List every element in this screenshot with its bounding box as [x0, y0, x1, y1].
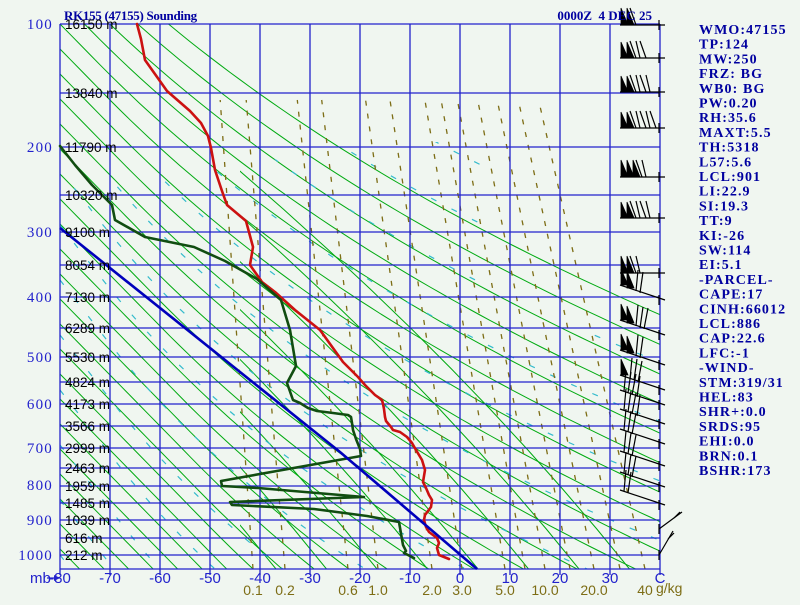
svg-text:SW:114: SW:114: [699, 244, 752, 259]
svg-text:1039 m: 1039 m: [65, 513, 110, 528]
svg-text:30: 30: [602, 570, 619, 587]
svg-text:0000Z 4 DEC 25: 0000Z 4 DEC 25: [557, 8, 652, 23]
svg-text:EHI:0.0: EHI:0.0: [699, 435, 755, 450]
svg-text:-10: -10: [399, 570, 421, 587]
svg-text:2.0: 2.0: [422, 582, 442, 598]
svg-text:FRZ: BG: FRZ: BG: [699, 67, 763, 82]
svg-text:400: 400: [27, 290, 53, 306]
svg-text:10320 m: 10320 m: [65, 188, 118, 203]
svg-text:C: C: [655, 570, 666, 587]
svg-text:CINH:66012: CINH:66012: [699, 302, 786, 317]
svg-text:10: 10: [502, 570, 519, 587]
svg-text:4824 m: 4824 m: [65, 375, 110, 390]
svg-text:KI:-26: KI:-26: [699, 229, 745, 244]
svg-text:LI:22.9: LI:22.9: [699, 185, 751, 200]
svg-text:8054 m: 8054 m: [65, 258, 110, 273]
svg-text:1.0: 1.0: [368, 582, 388, 598]
svg-text:SRDS:95: SRDS:95: [699, 420, 761, 435]
svg-text:-30: -30: [299, 570, 321, 587]
svg-text:20: 20: [552, 570, 569, 587]
svg-text:mb: mb: [30, 570, 51, 587]
svg-text:0: 0: [456, 570, 464, 587]
svg-text:BSHR:173: BSHR:173: [699, 464, 772, 479]
svg-text:5530 m: 5530 m: [65, 350, 110, 365]
svg-text:EI:5.1: EI:5.1: [699, 258, 743, 273]
svg-text:LCL:901: LCL:901: [699, 170, 761, 185]
svg-text:0.2: 0.2: [275, 582, 295, 598]
svg-text:1485 m: 1485 m: [65, 496, 110, 511]
svg-text:TT:9: TT:9: [699, 214, 733, 229]
svg-text:6289 m: 6289 m: [65, 321, 110, 336]
svg-text:-60: -60: [149, 570, 171, 587]
svg-text:PW:0.20: PW:0.20: [699, 97, 758, 112]
svg-text:7130 m: 7130 m: [65, 290, 110, 305]
svg-text:-WIND-: -WIND-: [699, 361, 755, 376]
svg-text:BRN:0.1: BRN:0.1: [699, 449, 758, 464]
svg-text:616 m: 616 m: [65, 531, 103, 546]
svg-text:800: 800: [27, 478, 53, 494]
svg-text:STM:319/31: STM:319/31: [699, 376, 784, 391]
svg-text:0.6: 0.6: [338, 582, 358, 598]
svg-text:700: 700: [27, 441, 53, 457]
svg-text:11790 m: 11790 m: [65, 140, 117, 155]
svg-text:-50: -50: [199, 570, 221, 587]
svg-text:CAP:22.6: CAP:22.6: [699, 332, 766, 347]
svg-text:HEL:83: HEL:83: [699, 391, 754, 406]
svg-text:300: 300: [27, 225, 53, 241]
svg-text:900: 900: [27, 513, 53, 529]
svg-text:LCL:886: LCL:886: [699, 317, 761, 332]
svg-text:1000: 1000: [18, 548, 53, 564]
svg-text:-PARCEL-: -PARCEL-: [699, 273, 774, 288]
svg-text:5.0: 5.0: [495, 582, 515, 598]
svg-text:9100 m: 9100 m: [65, 225, 110, 240]
svg-text:13840 m: 13840 m: [65, 86, 118, 101]
svg-text:SI:19.3: SI:19.3: [699, 199, 749, 214]
svg-text:RK155 (47155) Sounding: RK155 (47155) Sounding: [64, 8, 198, 23]
svg-text:40: 40: [637, 582, 653, 598]
svg-text:RH:35.6: RH:35.6: [699, 111, 757, 126]
svg-text:16150 m: 16150 m: [65, 17, 118, 32]
svg-text:WMO:47155: WMO:47155: [699, 23, 787, 38]
svg-text:L57:5.6: L57:5.6: [699, 155, 752, 170]
svg-text:20.0: 20.0: [580, 582, 607, 598]
svg-text:500: 500: [27, 350, 53, 366]
svg-text:212 m: 212 m: [65, 548, 103, 563]
svg-text:WB0: BG: WB0: BG: [699, 82, 765, 97]
svg-text:4173 m: 4173 m: [65, 397, 110, 412]
svg-text:600: 600: [27, 397, 53, 413]
svg-text:TP:124: TP:124: [699, 38, 749, 53]
svg-text:3.0: 3.0: [452, 582, 472, 598]
svg-text:CAPE:17: CAPE:17: [699, 288, 763, 303]
svg-text:1959 m: 1959 m: [65, 479, 110, 494]
svg-text:100: 100: [27, 17, 53, 33]
svg-text:LFC:-1: LFC:-1: [699, 346, 750, 361]
svg-text:2463 m: 2463 m: [65, 461, 110, 476]
svg-text:SHR+:0.0: SHR+:0.0: [699, 405, 767, 420]
svg-text:200: 200: [27, 140, 53, 156]
svg-text:MAXT:5.5: MAXT:5.5: [699, 126, 772, 141]
svg-text:3566 m: 3566 m: [65, 419, 110, 434]
svg-text:MW:250: MW:250: [699, 52, 758, 67]
svg-text:-20: -20: [349, 570, 371, 587]
svg-text:10.0: 10.0: [531, 582, 558, 598]
svg-text:2999 m: 2999 m: [65, 441, 110, 456]
svg-text:g/kg: g/kg: [656, 580, 682, 596]
svg-text:0.1: 0.1: [243, 582, 263, 598]
svg-text:TH:5318: TH:5318: [699, 141, 760, 156]
svg-text:-40: -40: [249, 570, 271, 587]
svg-text:-70: -70: [99, 570, 121, 587]
